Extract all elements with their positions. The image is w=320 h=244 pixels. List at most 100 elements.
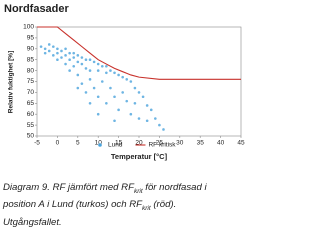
point [162, 128, 165, 131]
x-axis-label: Temperatur [°C] [111, 152, 168, 161]
y-tick-label: 50 [27, 133, 35, 140]
point [129, 80, 133, 83]
point [129, 112, 133, 116]
y-tick-label: 65 [27, 100, 35, 107]
caption-text: för nordfasad i [142, 182, 207, 193]
y-tick-label: 55 [27, 122, 35, 129]
point [96, 95, 100, 99]
x-tick-label: 25 [156, 140, 164, 147]
caption-text: (röd). [150, 199, 177, 211]
y-tick-label: 85 [27, 56, 35, 63]
y-tick-label: 60 [27, 111, 35, 118]
point [56, 47, 59, 51]
point [60, 56, 63, 59]
y-tick-label: 100 [23, 24, 34, 31]
caption-text: position A i Lund (turkos) och RF [3, 199, 142, 211]
point [76, 60, 80, 64]
x-tick-label: 30 [176, 140, 184, 147]
point [145, 104, 149, 107]
x-tick-label: 15 [115, 140, 123, 147]
legend-label: RF kritisk [148, 142, 176, 149]
x-tick-label: 0 [56, 140, 60, 147]
page: Nordfasader Relativ fuktighet [%] Temper… [3, 3, 251, 229]
point [47, 49, 51, 53]
x-tick-label: 10 [95, 140, 103, 147]
point [43, 51, 47, 55]
point [64, 62, 67, 66]
line [37, 26, 241, 80]
point [137, 91, 141, 94]
y-tick-label: 80 [27, 67, 35, 74]
point [88, 58, 92, 61]
point [109, 69, 112, 72]
y-tick-label: 70 [27, 89, 35, 96]
point [133, 86, 137, 90]
point [84, 91, 88, 94]
point [125, 78, 129, 81]
point [117, 73, 120, 77]
point [52, 54, 55, 57]
point [137, 117, 141, 120]
y-tick-label: 75 [27, 78, 35, 85]
point [80, 56, 84, 59]
point [113, 95, 116, 99]
point [121, 75, 124, 79]
chart-title: Nordfasader [4, 3, 70, 15]
point [80, 62, 84, 66]
x-tick-label: 35 [197, 140, 205, 147]
point [113, 119, 116, 123]
point [76, 54, 80, 57]
point [145, 119, 149, 123]
caption-text: Diagram 9. RF jämfört med RF [3, 182, 134, 193]
point [96, 112, 100, 116]
point [105, 71, 108, 75]
point [68, 69, 71, 72]
point [64, 47, 67, 51]
point [117, 108, 120, 112]
point [100, 80, 104, 83]
point [68, 58, 71, 61]
point [149, 108, 153, 112]
point [109, 86, 112, 90]
point [113, 71, 116, 75]
x-tick-label: -5 [34, 140, 40, 147]
x-tick-label: 5 [76, 140, 80, 147]
point [76, 73, 80, 77]
legend-symbol [98, 143, 102, 147]
point [105, 102, 108, 105]
point [96, 69, 100, 72]
legend-label: Lund [108, 142, 123, 149]
point [68, 51, 71, 55]
point [72, 51, 76, 55]
point [88, 69, 92, 72]
caption: Diagram 9. RF jämfört med RFkrit för nor… [3, 181, 251, 229]
point [92, 60, 96, 64]
x-tick-label: 20 [135, 140, 143, 147]
caption-text: krit [142, 205, 151, 213]
chart: Nordfasader Relativ fuktighet [%] Temper… [4, 3, 245, 161]
point [100, 64, 104, 68]
point [96, 62, 100, 66]
point [158, 123, 161, 127]
point [133, 102, 137, 105]
point [84, 67, 88, 70]
y-tick-label: 90 [27, 46, 35, 53]
y-tick-label: 95 [27, 35, 35, 42]
point [72, 56, 76, 59]
caption-text: krit [133, 187, 143, 195]
point [52, 45, 55, 48]
caption-text: Utgångsfallet. [3, 216, 62, 228]
point [43, 47, 47, 51]
point [56, 58, 59, 61]
point [141, 95, 145, 99]
point [76, 86, 80, 90]
point [47, 43, 51, 46]
point [72, 64, 76, 68]
point [80, 82, 84, 85]
y-axis-label: Relativ fuktighet [%] [8, 51, 15, 113]
x-tick-label: 40 [217, 140, 225, 147]
x-tick-label: 45 [237, 140, 245, 147]
point [84, 58, 88, 61]
point [60, 49, 63, 53]
point [39, 45, 43, 48]
